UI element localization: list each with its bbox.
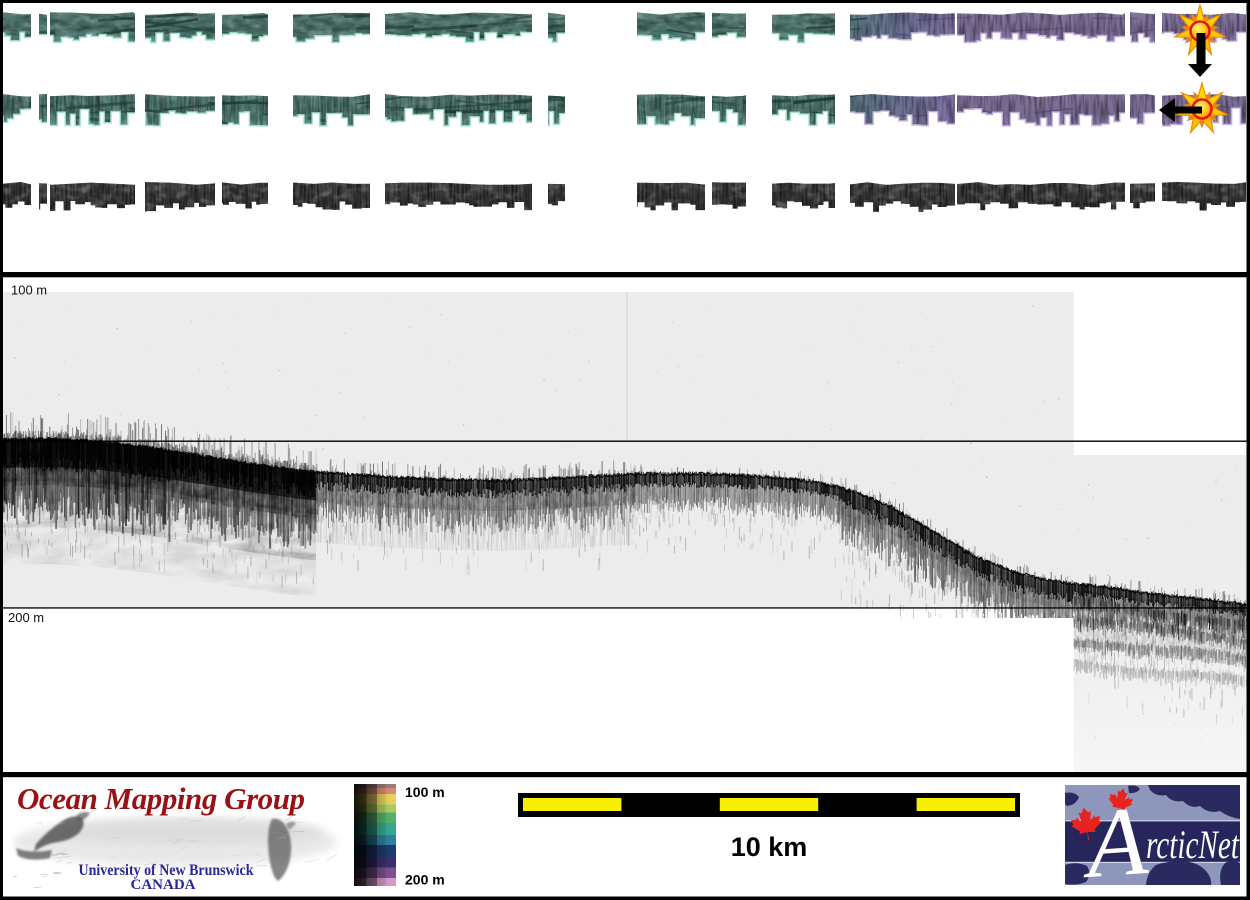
svg-text:CANADA: CANADA xyxy=(131,877,196,893)
svg-text:100 m: 100 m xyxy=(11,283,47,298)
svg-text:A: A xyxy=(1077,787,1151,899)
svg-text:200 m: 200 m xyxy=(8,610,44,625)
svg-text:Ocean Mapping Group: Ocean Mapping Group xyxy=(17,781,305,816)
svg-text:10 km: 10 km xyxy=(731,832,808,862)
svg-text:rcticNet: rcticNet xyxy=(1146,822,1240,867)
svg-text:100 m: 100 m xyxy=(405,784,445,800)
svg-text:University of New Brunswick: University of New Brunswick xyxy=(79,862,254,879)
svg-text:200 m: 200 m xyxy=(405,872,445,888)
